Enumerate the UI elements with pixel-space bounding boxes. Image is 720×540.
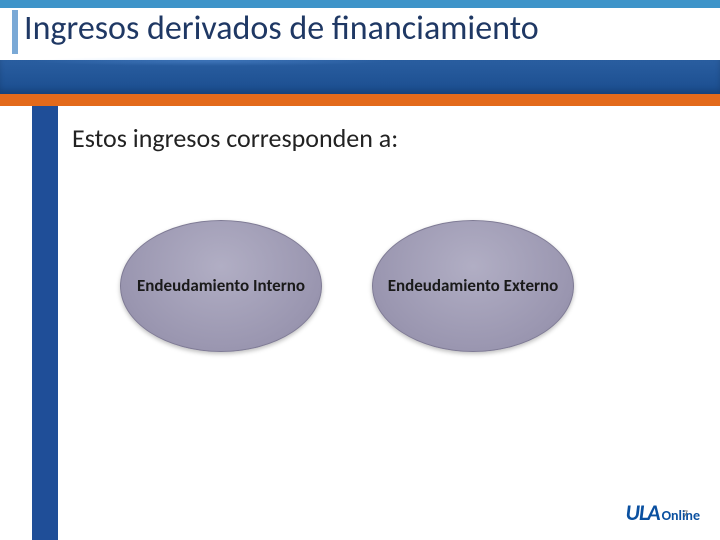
subtitle-text: Estos ingresos corresponden a: bbox=[72, 122, 398, 154]
bubble-externo: Endeudamiento Externo bbox=[372, 220, 574, 352]
bubble-interno: Endeudamiento Interno bbox=[120, 220, 322, 352]
blue-band bbox=[0, 60, 720, 94]
page-number: 7 bbox=[683, 507, 688, 520]
logo-bold: ULA bbox=[626, 499, 660, 526]
bubble-label: Endeudamiento Externo bbox=[378, 276, 569, 296]
logo-suffix: Online bbox=[662, 507, 700, 524]
bubble-label: Endeudamiento Interno bbox=[127, 276, 315, 296]
left-side-bar bbox=[32, 106, 58, 540]
slide: Ingresos derivados de financiamiento Est… bbox=[0, 0, 720, 540]
slide-title: Ingresos derivados de financiamiento bbox=[24, 8, 539, 49]
title-accent-bar bbox=[12, 10, 18, 54]
orange-bar bbox=[0, 94, 720, 106]
footer-logo: ULAOnline bbox=[626, 499, 700, 526]
bubble-row: Endeudamiento Interno Endeudamiento Exte… bbox=[120, 220, 574, 352]
top-accent-bar bbox=[0, 0, 720, 8]
